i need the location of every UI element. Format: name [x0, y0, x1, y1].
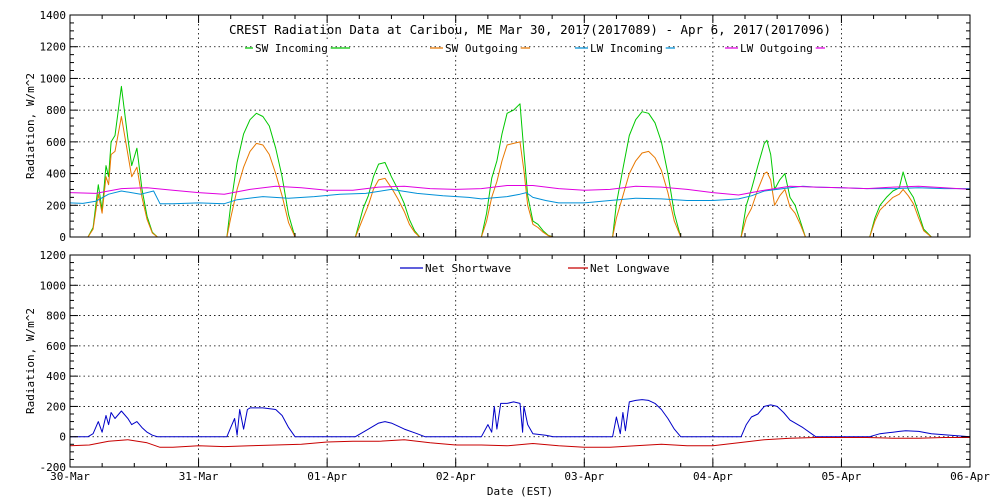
legend-label-sw-outgoing: SW Outgoing: [445, 42, 518, 55]
y-tick-label: 0: [59, 231, 66, 244]
y-tick-label: 400: [46, 168, 66, 181]
legend-label-bg: [443, 41, 521, 54]
legend-label-net-shortwave: Net Shortwave: [425, 262, 511, 275]
x-tick-label: 01-Apr: [307, 470, 347, 483]
series-line-lw-incoming: [69, 185, 970, 205]
x-tick-label: 02-Apr: [436, 470, 476, 483]
y-tick-label: 1200: [40, 41, 67, 54]
legend-label-lw-incoming: LW Incoming: [590, 42, 663, 55]
legend-label-bg: [738, 41, 816, 54]
series-line-sw-incoming: [87, 85, 932, 238]
top-panel-legend: SW Incoming SW Outgoing LW Incoming LW Outg…: [245, 41, 825, 55]
y-tick-label: -200: [40, 461, 67, 474]
series-line-sw-outgoing: [87, 116, 932, 238]
legend-label-bg: [588, 41, 666, 54]
y-tick-label: 1000: [40, 72, 67, 85]
y-tick-label: 800: [46, 310, 66, 323]
bottom-panel-ticks: -200 0 200 400 600 800 1000 1200: [40, 249, 971, 474]
series-line-lw-outgoing: [69, 185, 971, 196]
y-tick-label: 200: [46, 400, 66, 413]
series-line-net-shortwave: [70, 399, 971, 438]
bottom-panel-frame: [69, 254, 971, 468]
y-tick-label: 800: [46, 104, 66, 117]
bottom-panel-legend: Net Shortwave Net Longwave: [400, 261, 673, 275]
y-tick-label: 600: [46, 340, 66, 353]
x-tick-label: 04-Apr: [693, 470, 733, 483]
x-axis-tick-labels: 30-Mar 31-Mar 01-Apr 02-Apr 03-Apr 04-Apr 05-A…: [50, 470, 990, 483]
y-tick-label: 0: [59, 431, 66, 444]
x-axis-label: Date (EST): [487, 485, 553, 498]
legend-label-sw-incoming: SW Incoming: [255, 42, 328, 55]
y-tick-label: 1000: [40, 279, 67, 292]
top-panel-ticks: 0 200 400 600 800 1000 1200 1400: [40, 9, 971, 244]
top-panel-series: [69, 85, 971, 238]
top-panel-ylabel: Radiation, W/m^2: [24, 73, 37, 179]
x-tick-label: 03-Apr: [564, 470, 604, 483]
x-tick-label: 31-Mar: [179, 470, 219, 483]
y-tick-label: 200: [46, 199, 66, 212]
y-tick-label: 400: [46, 370, 66, 383]
x-tick-label: 06-Apr: [950, 470, 990, 483]
y-tick-label: 1400: [40, 9, 67, 22]
legend-label-bg: [253, 41, 331, 54]
x-tick-label: 30-Mar: [50, 470, 90, 483]
legend-label-lw-outgoing: LW Outgoing: [740, 42, 813, 55]
x-tick-label: 05-Apr: [822, 470, 862, 483]
y-tick-label: 600: [46, 136, 66, 149]
legend-label-bg: [588, 261, 673, 274]
chart-title: CREST Radiation Data at Caribou, ME Mar …: [229, 22, 831, 37]
legend-label-net-longwave: Net Longwave: [590, 262, 669, 275]
bottom-panel-ylabel: Radiation, W/m^2: [24, 308, 37, 414]
y-tick-label: 1200: [40, 249, 67, 262]
legend-label-bg: [423, 261, 515, 274]
bottom-panel-series: [69, 399, 971, 448]
bottom-panel-grid: [70, 255, 970, 467]
series-line-net-longwave: [69, 437, 970, 448]
